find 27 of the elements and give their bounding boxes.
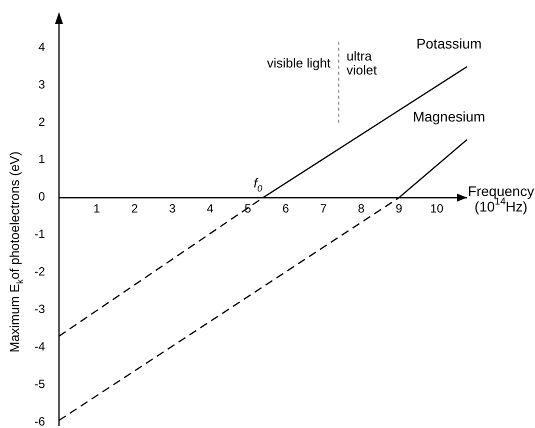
annotation: ultra violet bbox=[346, 48, 378, 78]
y-tick-label: -2 bbox=[34, 264, 46, 279]
x-tick-label: 4 bbox=[206, 202, 214, 216]
y-tick-label: 3 bbox=[38, 78, 46, 92]
y-tick-label: -1 bbox=[34, 227, 46, 242]
x-tick-label: 10 bbox=[430, 202, 444, 216]
x-tick-label: 7 bbox=[320, 202, 328, 216]
annotation: f$_{0}$ bbox=[254, 176, 262, 194]
series-label: Magnesium bbox=[412, 108, 486, 124]
y-tick-label: -3 bbox=[34, 302, 46, 316]
y-tick-label: 1 bbox=[38, 152, 46, 166]
x-tick-label: 6 bbox=[282, 202, 290, 216]
series-label: Potassium bbox=[416, 35, 482, 52]
x-tick-label: 1 bbox=[93, 202, 100, 216]
x-tick-label: 9 bbox=[396, 202, 403, 216]
x-tick-label: 8 bbox=[358, 202, 365, 216]
x-tick-label: 5 bbox=[244, 202, 252, 216]
x-tick-label: 2 bbox=[131, 202, 138, 216]
annotation: visible light bbox=[266, 56, 331, 71]
y-tick-label: -6 bbox=[34, 414, 46, 428]
x-tick-label: 3 bbox=[168, 202, 176, 216]
y-tick-label: 4 bbox=[38, 40, 46, 54]
y-tick-label: 0 bbox=[38, 190, 46, 204]
y-tick-label: -4 bbox=[34, 340, 46, 354]
y-tick-label: 2 bbox=[38, 114, 46, 129]
x-axis-title: Frequency (10$^{14}$Hz) bbox=[468, 182, 534, 214]
y-tick-label: -5 bbox=[34, 377, 46, 391]
